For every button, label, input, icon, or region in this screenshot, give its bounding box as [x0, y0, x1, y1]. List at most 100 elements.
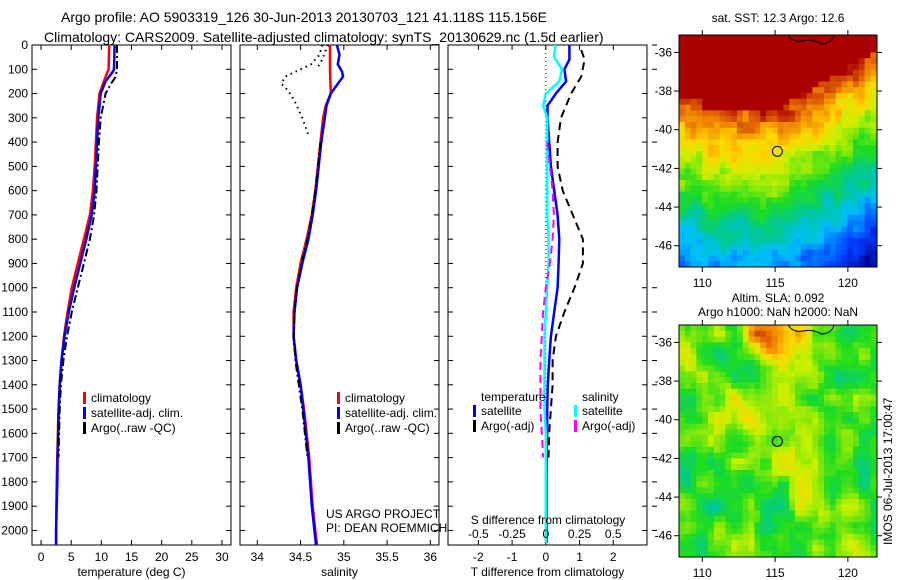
y-tick-label: -46: [655, 239, 673, 253]
legend-swatch: [473, 405, 476, 417]
y-tick-label: 200: [8, 87, 28, 101]
x-tick-label: 34: [251, 550, 265, 564]
x-tick-label: 25: [185, 550, 199, 564]
legend-header-salinity: salinity: [582, 390, 619, 404]
legend-swatch: [337, 392, 340, 404]
y-tick-label: 1000: [1, 281, 28, 295]
y-tick-label: 900: [8, 256, 28, 270]
y-tick-label: -46: [655, 529, 673, 543]
x-tick-label: -2: [473, 550, 484, 564]
contour-line: [787, 324, 835, 335]
title-line-2: Climatology: CARS2009. Satellite-adjuste…: [44, 29, 604, 45]
map-frame: [678, 324, 878, 558]
legend-swatch: [83, 422, 86, 434]
series-line-satellite-adj-clim-: [54, 44, 116, 545]
sla-map-title-2: Argo h1000: NaN h2000: NaN: [698, 305, 858, 319]
timestamp-label: IMOS 06-Jul-2013 17:00:47: [881, 397, 895, 545]
x-tick-label: 110: [693, 276, 712, 290]
y-tick-label: 0: [21, 38, 28, 52]
x-tick-label: 36: [424, 550, 438, 564]
y-tick-label: -40: [655, 123, 673, 137]
contour-line: [787, 34, 835, 45]
legend-label: Argo(..raw -QC): [345, 421, 430, 435]
x-tick-label: 5: [68, 550, 75, 564]
legend-label: Argo(..raw -QC): [91, 421, 176, 435]
argo-location-marker: [771, 435, 783, 447]
legend-label: satellite: [481, 404, 522, 418]
y-tick-label: -42: [655, 161, 673, 175]
x-tick-label: 1: [576, 550, 583, 564]
y-tick-label: 2000: [1, 523, 28, 537]
y-tick-label: 1500: [1, 402, 28, 416]
legend-header-temperature: temperature: [481, 390, 546, 404]
y-tick-label: 300: [8, 111, 28, 125]
legend-label: satellite: [582, 404, 623, 418]
y-tick-label: 1400: [1, 378, 28, 392]
x-axis-label: T difference from climatology: [471, 565, 625, 579]
y-tick-label: 1300: [1, 354, 28, 368]
y-tick-label: -44: [655, 490, 673, 504]
y-tick-label: 1100: [2, 305, 28, 319]
legend-swatch: [337, 407, 340, 419]
y-tick-label: 1700: [1, 451, 28, 465]
series-line-salinity-argo-adj-: [539, 141, 555, 458]
credit-line-2: PI: DEAN ROEMMICH: [326, 521, 447, 535]
series-line-argo-raw-qc-shallow-branch: [317, 44, 330, 68]
legend-label: climatology: [345, 391, 405, 405]
heatmap-cells: [679, 35, 877, 267]
legend-swatch: [337, 422, 340, 434]
x-tick-label: 115: [766, 276, 785, 290]
series-line-argo-raw-qc-deep: [292, 141, 322, 458]
y-tick-label: 500: [8, 159, 28, 173]
series-line-salinity-satellite: [541, 44, 564, 543]
argo-location-marker: [771, 145, 783, 157]
y-tick-label: 600: [8, 184, 28, 198]
legend-swatch: [574, 420, 577, 432]
map-frame: [678, 34, 878, 268]
x-axis-label: salinity: [321, 565, 358, 579]
temperature-panel: 0 5 10 15 20 25 300100200300400500600700800900…: [1, 38, 232, 579]
x-tick-label: 2: [610, 550, 617, 564]
s-tick-label: 0.25: [568, 527, 592, 541]
x-tick-label: 35.5: [375, 550, 399, 564]
x-tick-label: -1: [507, 550, 518, 564]
x-tick-label: 15: [125, 550, 139, 564]
y-tick-label: 1200: [1, 329, 28, 343]
x-tick-label: 30: [215, 550, 229, 564]
y-tick-label: -44: [655, 200, 673, 214]
series-line-argo-raw-qc-: [57, 45, 118, 458]
x-tick-label: 35: [337, 550, 351, 564]
y-tick-label: -40: [655, 413, 673, 427]
legend-swatch: [83, 392, 86, 404]
legend-label: satellite-adj. clim.: [91, 406, 183, 420]
x-tick-label: 120: [838, 566, 858, 580]
y-tick-label: 1600: [1, 426, 28, 440]
legend-swatch: [473, 420, 476, 432]
s-tick-label: 0: [542, 527, 549, 541]
plot-frame: [239, 44, 440, 546]
sla-map-panel: 110 115 120 -36 -38 -40 -42 -44 -46 Altim. SLA: 0…: [655, 291, 882, 580]
difference-panel: -2 -1 0 1 2T difference from climatology S di…: [447, 44, 657, 579]
y-tick-label: 100: [8, 62, 28, 76]
y-tick-label: -36: [655, 45, 673, 59]
y-tick-label: -36: [655, 335, 673, 349]
legend-swatch: [83, 407, 86, 419]
sst-map-panel: 110 115 120 -36 -38 -40 -42 -44 -46 sat. SST: 12.…: [655, 11, 882, 290]
s-tick-label: -0.5: [468, 527, 489, 541]
series-line-temperature-argo-adj-: [547, 49, 586, 458]
x-tick-label: 20: [155, 550, 169, 564]
plot-frame: [31, 44, 232, 546]
y-tick-label: 800: [8, 232, 28, 246]
y-tick-label: 400: [8, 135, 28, 149]
salinity-panel: 34 34.5 35 35.5 36 salinity climatologysatelli…: [239, 44, 440, 579]
sla-map-title-1: Altim. SLA: 0.092: [732, 291, 825, 305]
x-tick-label: 110: [693, 566, 712, 580]
s-axis-label: S difference from climatology: [471, 513, 626, 527]
y-tick-label: 1800: [1, 475, 28, 489]
s-tick-label: -0.25: [498, 527, 526, 541]
x-tick-label: 10: [95, 550, 109, 564]
legend-label: Argo(-adj): [582, 419, 635, 433]
legend-label: climatology: [91, 391, 151, 405]
sst-map-title: sat. SST: 12.3 Argo: 12.6: [712, 11, 845, 25]
